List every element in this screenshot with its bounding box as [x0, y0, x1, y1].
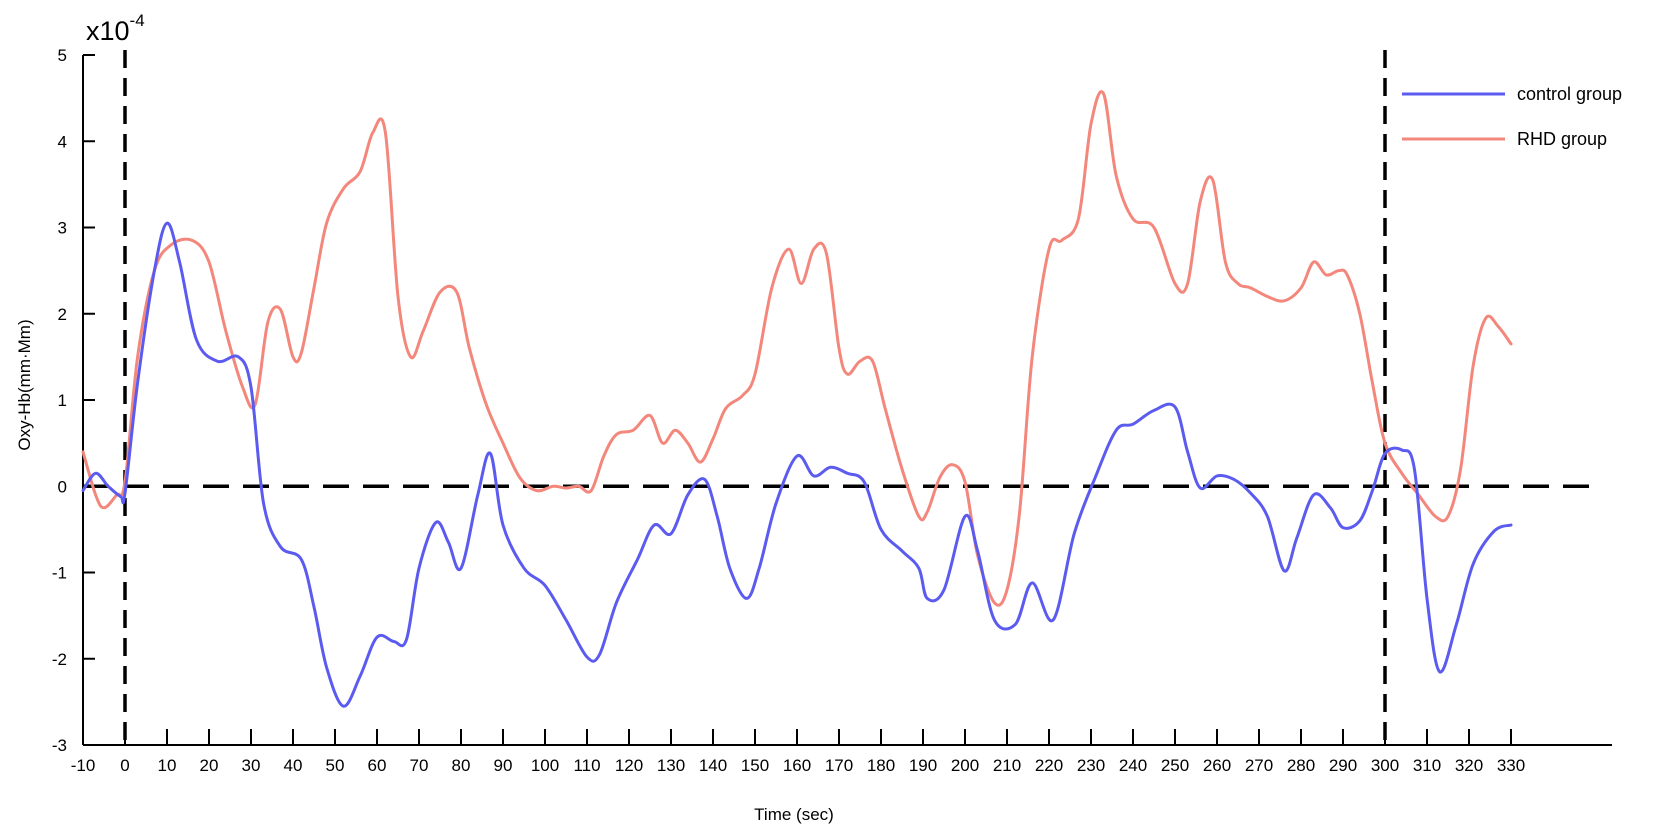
- legend-label-control-group: control group: [1517, 84, 1622, 104]
- x-tick-label: 210: [993, 756, 1021, 775]
- y-tick-label: 2: [58, 305, 67, 324]
- legend: control group RHD group: [1402, 84, 1622, 149]
- x-tick-label: 250: [1161, 756, 1189, 775]
- y-tick-label: 4: [58, 132, 67, 151]
- x-tick-label: 240: [1119, 756, 1147, 775]
- x-tick-label: 150: [741, 756, 769, 775]
- y-tick-label: 5: [58, 46, 67, 65]
- x-tick-label: 170: [825, 756, 853, 775]
- legend-label-rhd-group: RHD group: [1517, 129, 1607, 149]
- x-tick-label: 70: [410, 756, 429, 775]
- x-tick-label: 130: [657, 756, 685, 775]
- axes: [82, 55, 1612, 746]
- x-tick-label: 50: [326, 756, 345, 775]
- x-tick-label: 120: [615, 756, 643, 775]
- x-axis-label: Time (sec): [754, 805, 834, 824]
- x-tick-label: 100: [531, 756, 559, 775]
- x-tick-label: 160: [783, 756, 811, 775]
- x-tick-label: 280: [1287, 756, 1315, 775]
- x-tick-label: 300: [1371, 756, 1399, 775]
- x-tick-label: 230: [1077, 756, 1105, 775]
- series-lines: [81, 90, 1513, 708]
- x-ticks: -10 0 10 20 30 40 50 60 70 80 90 100 110 120 130 140 150…: [71, 729, 1525, 775]
- y-tick-label: -3: [52, 736, 67, 755]
- x-tick-label: 320: [1455, 756, 1483, 775]
- x-tick-label: -10: [71, 756, 96, 775]
- x-tick-label: 290: [1329, 756, 1357, 775]
- x-tick-label: 110: [573, 756, 600, 775]
- x-tick-label: 190: [909, 756, 937, 775]
- series-line-rhd-group: [81, 90, 1513, 607]
- x-tick-label: 30: [242, 756, 261, 775]
- x-tick-label: 140: [699, 756, 727, 775]
- x-tick-label: 0: [120, 756, 129, 775]
- x-tick-label: 40: [284, 756, 303, 775]
- x-tick-label: 20: [200, 756, 219, 775]
- x-tick-label: 260: [1203, 756, 1231, 775]
- x-tick-label: 180: [867, 756, 895, 775]
- y-tick-label: -2: [52, 650, 67, 669]
- reference-lines: [83, 50, 1602, 745]
- x-tick-label: 200: [951, 756, 979, 775]
- x-tick-label: 330: [1497, 756, 1525, 775]
- x-tick-label: 220: [1035, 756, 1063, 775]
- x-tick-label: 10: [158, 756, 177, 775]
- y-tick-label: 1: [58, 391, 67, 410]
- x-tick-label: 310: [1413, 756, 1441, 775]
- x-tick-label: 80: [452, 756, 471, 775]
- y-axis-label: Oxy-Hb(mm·Mm): [15, 319, 34, 450]
- y-ticks: -3 -2 -1 0 1 2 3 4 5: [52, 46, 95, 755]
- series-line-control-group: [81, 221, 1513, 708]
- y-scale-exponent: -4: [130, 11, 145, 30]
- y-scale-multiplier: x10-4: [86, 11, 145, 46]
- y-scale-base: x10: [86, 16, 130, 46]
- y-tick-label: 3: [58, 219, 67, 238]
- x-tick-label: 270: [1245, 756, 1273, 775]
- y-tick-label: -1: [52, 564, 67, 583]
- y-tick-label: 0: [58, 477, 67, 496]
- x-tick-label: 60: [368, 756, 387, 775]
- x-tick-label: 90: [494, 756, 513, 775]
